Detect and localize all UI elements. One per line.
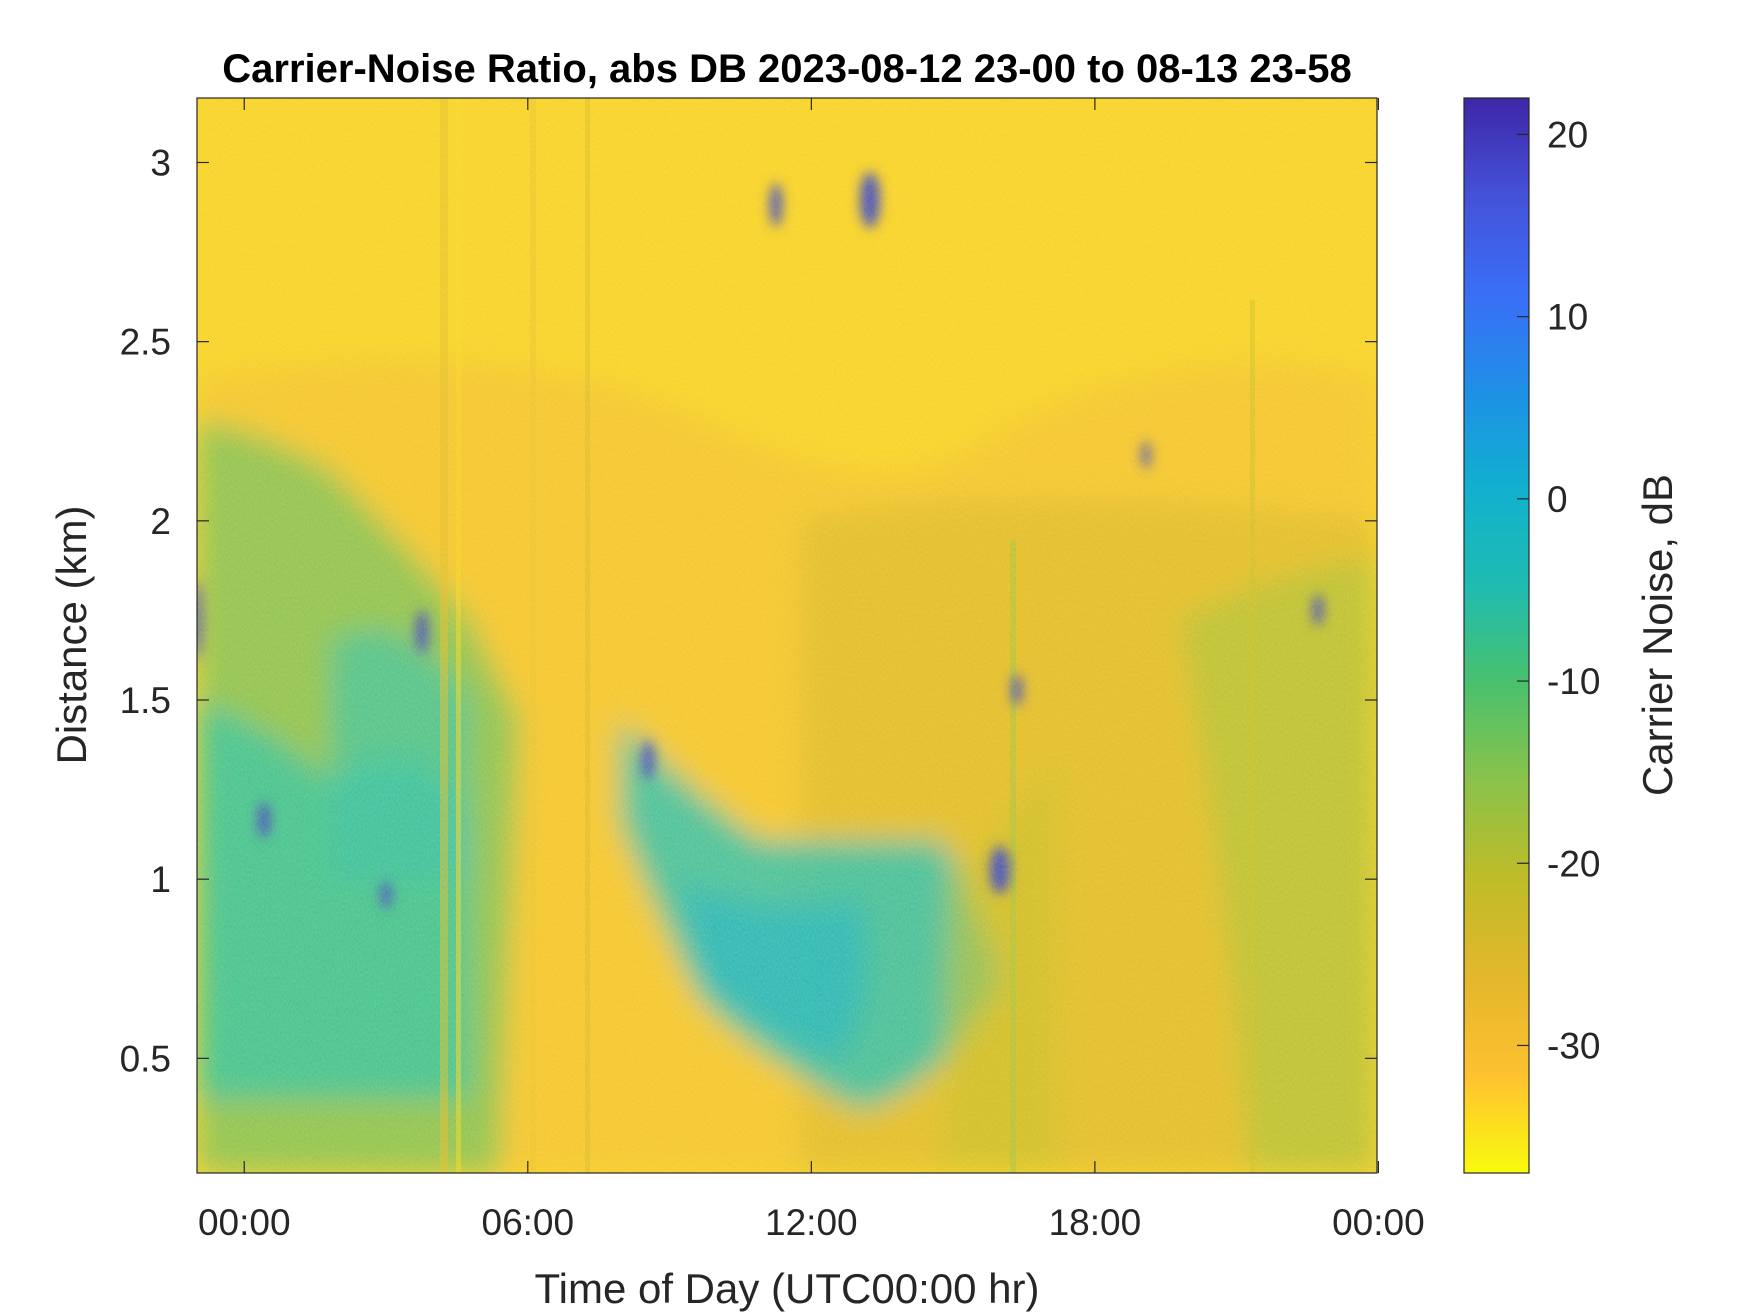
chart-title: Carrier-Noise Ratio, abs DB 2023-08-12 2… bbox=[222, 47, 1351, 91]
colorbar-label: Carrier Noise, dB bbox=[1634, 474, 1681, 796]
y-axis-ticks: 0.5 1 1.5 2 2.5 3 bbox=[120, 143, 1377, 1079]
colorbar-tick-label: -10 bbox=[1547, 661, 1600, 702]
x-tick-label: 18:00 bbox=[1049, 1202, 1142, 1243]
x-tick-label: 06:00 bbox=[482, 1202, 575, 1243]
heatmap-field bbox=[197, 98, 1377, 1173]
x-axis-ticks: 00:00 06:00 12:00 18:00 00:00 bbox=[198, 98, 1425, 1243]
colorbar bbox=[1463, 97, 1530, 1174]
y-tick-label: 2.5 bbox=[120, 322, 171, 363]
colorbar-tick-label: 20 bbox=[1547, 114, 1588, 155]
y-tick-label: 1.5 bbox=[120, 680, 171, 721]
x-axis-label: Time of Day (UTC00:00 hr) bbox=[535, 1265, 1040, 1312]
colorbar-tick-label: 0 bbox=[1547, 479, 1568, 520]
y-tick-label: 2 bbox=[150, 501, 171, 542]
y-tick-label: 0.5 bbox=[120, 1038, 171, 1079]
plot-area-frame bbox=[196, 97, 1378, 1174]
colorbar-ticks: 20 10 0 -10 -20 -30 bbox=[1517, 114, 1600, 1066]
colorbar-tick-label: -20 bbox=[1547, 843, 1600, 884]
y-tick-label: 3 bbox=[150, 143, 171, 184]
colorbar-tick-label: -30 bbox=[1547, 1025, 1600, 1066]
x-tick-label: 12:00 bbox=[765, 1202, 858, 1243]
y-axis-label: Distance (km) bbox=[48, 505, 95, 764]
colorbar-tick-label: 10 bbox=[1547, 297, 1588, 338]
x-tick-label: 00:00 bbox=[1332, 1202, 1425, 1243]
y-tick-label: 1 bbox=[150, 859, 171, 900]
x-tick-label: 00:00 bbox=[198, 1202, 291, 1243]
